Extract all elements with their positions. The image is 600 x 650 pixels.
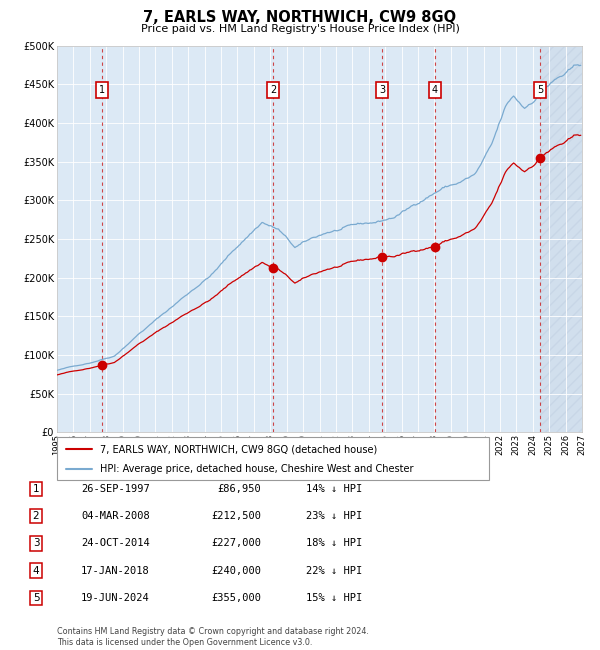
FancyBboxPatch shape (57, 437, 489, 480)
Text: 18% ↓ HPI: 18% ↓ HPI (306, 538, 362, 549)
Bar (541, 46, 582, 432)
Text: 17-JAN-2018: 17-JAN-2018 (81, 566, 150, 576)
Text: 1: 1 (32, 484, 40, 494)
Text: £227,000: £227,000 (211, 538, 261, 549)
Text: 23% ↓ HPI: 23% ↓ HPI (306, 511, 362, 521)
Text: 24-OCT-2014: 24-OCT-2014 (81, 538, 150, 549)
Text: 2: 2 (270, 85, 276, 95)
Text: 14% ↓ HPI: 14% ↓ HPI (306, 484, 362, 494)
Text: HPI: Average price, detached house, Cheshire West and Chester: HPI: Average price, detached house, Ches… (100, 464, 414, 474)
Text: 19-JUN-2024: 19-JUN-2024 (81, 593, 150, 603)
Text: 22% ↓ HPI: 22% ↓ HPI (306, 566, 362, 576)
Text: 5: 5 (32, 593, 40, 603)
Text: 04-MAR-2008: 04-MAR-2008 (81, 511, 150, 521)
Text: 26-SEP-1997: 26-SEP-1997 (81, 484, 150, 494)
Text: 3: 3 (379, 85, 385, 95)
Text: £212,500: £212,500 (211, 511, 261, 521)
Text: 7, EARLS WAY, NORTHWICH, CW9 8GQ: 7, EARLS WAY, NORTHWICH, CW9 8GQ (143, 10, 457, 25)
Text: £240,000: £240,000 (211, 566, 261, 576)
Text: 3: 3 (32, 538, 40, 549)
Text: 4: 4 (32, 566, 40, 576)
Text: 15% ↓ HPI: 15% ↓ HPI (306, 593, 362, 603)
Text: Price paid vs. HM Land Registry's House Price Index (HPI): Price paid vs. HM Land Registry's House … (140, 24, 460, 34)
Text: 2: 2 (32, 511, 40, 521)
Text: £86,950: £86,950 (217, 484, 261, 494)
Text: 1: 1 (99, 85, 105, 95)
Text: 4: 4 (432, 85, 438, 95)
Text: 5: 5 (537, 85, 544, 95)
Text: Contains HM Land Registry data © Crown copyright and database right 2024.
This d: Contains HM Land Registry data © Crown c… (57, 627, 369, 647)
Text: £355,000: £355,000 (211, 593, 261, 603)
Text: 7, EARLS WAY, NORTHWICH, CW9 8GQ (detached house): 7, EARLS WAY, NORTHWICH, CW9 8GQ (detach… (100, 445, 377, 454)
